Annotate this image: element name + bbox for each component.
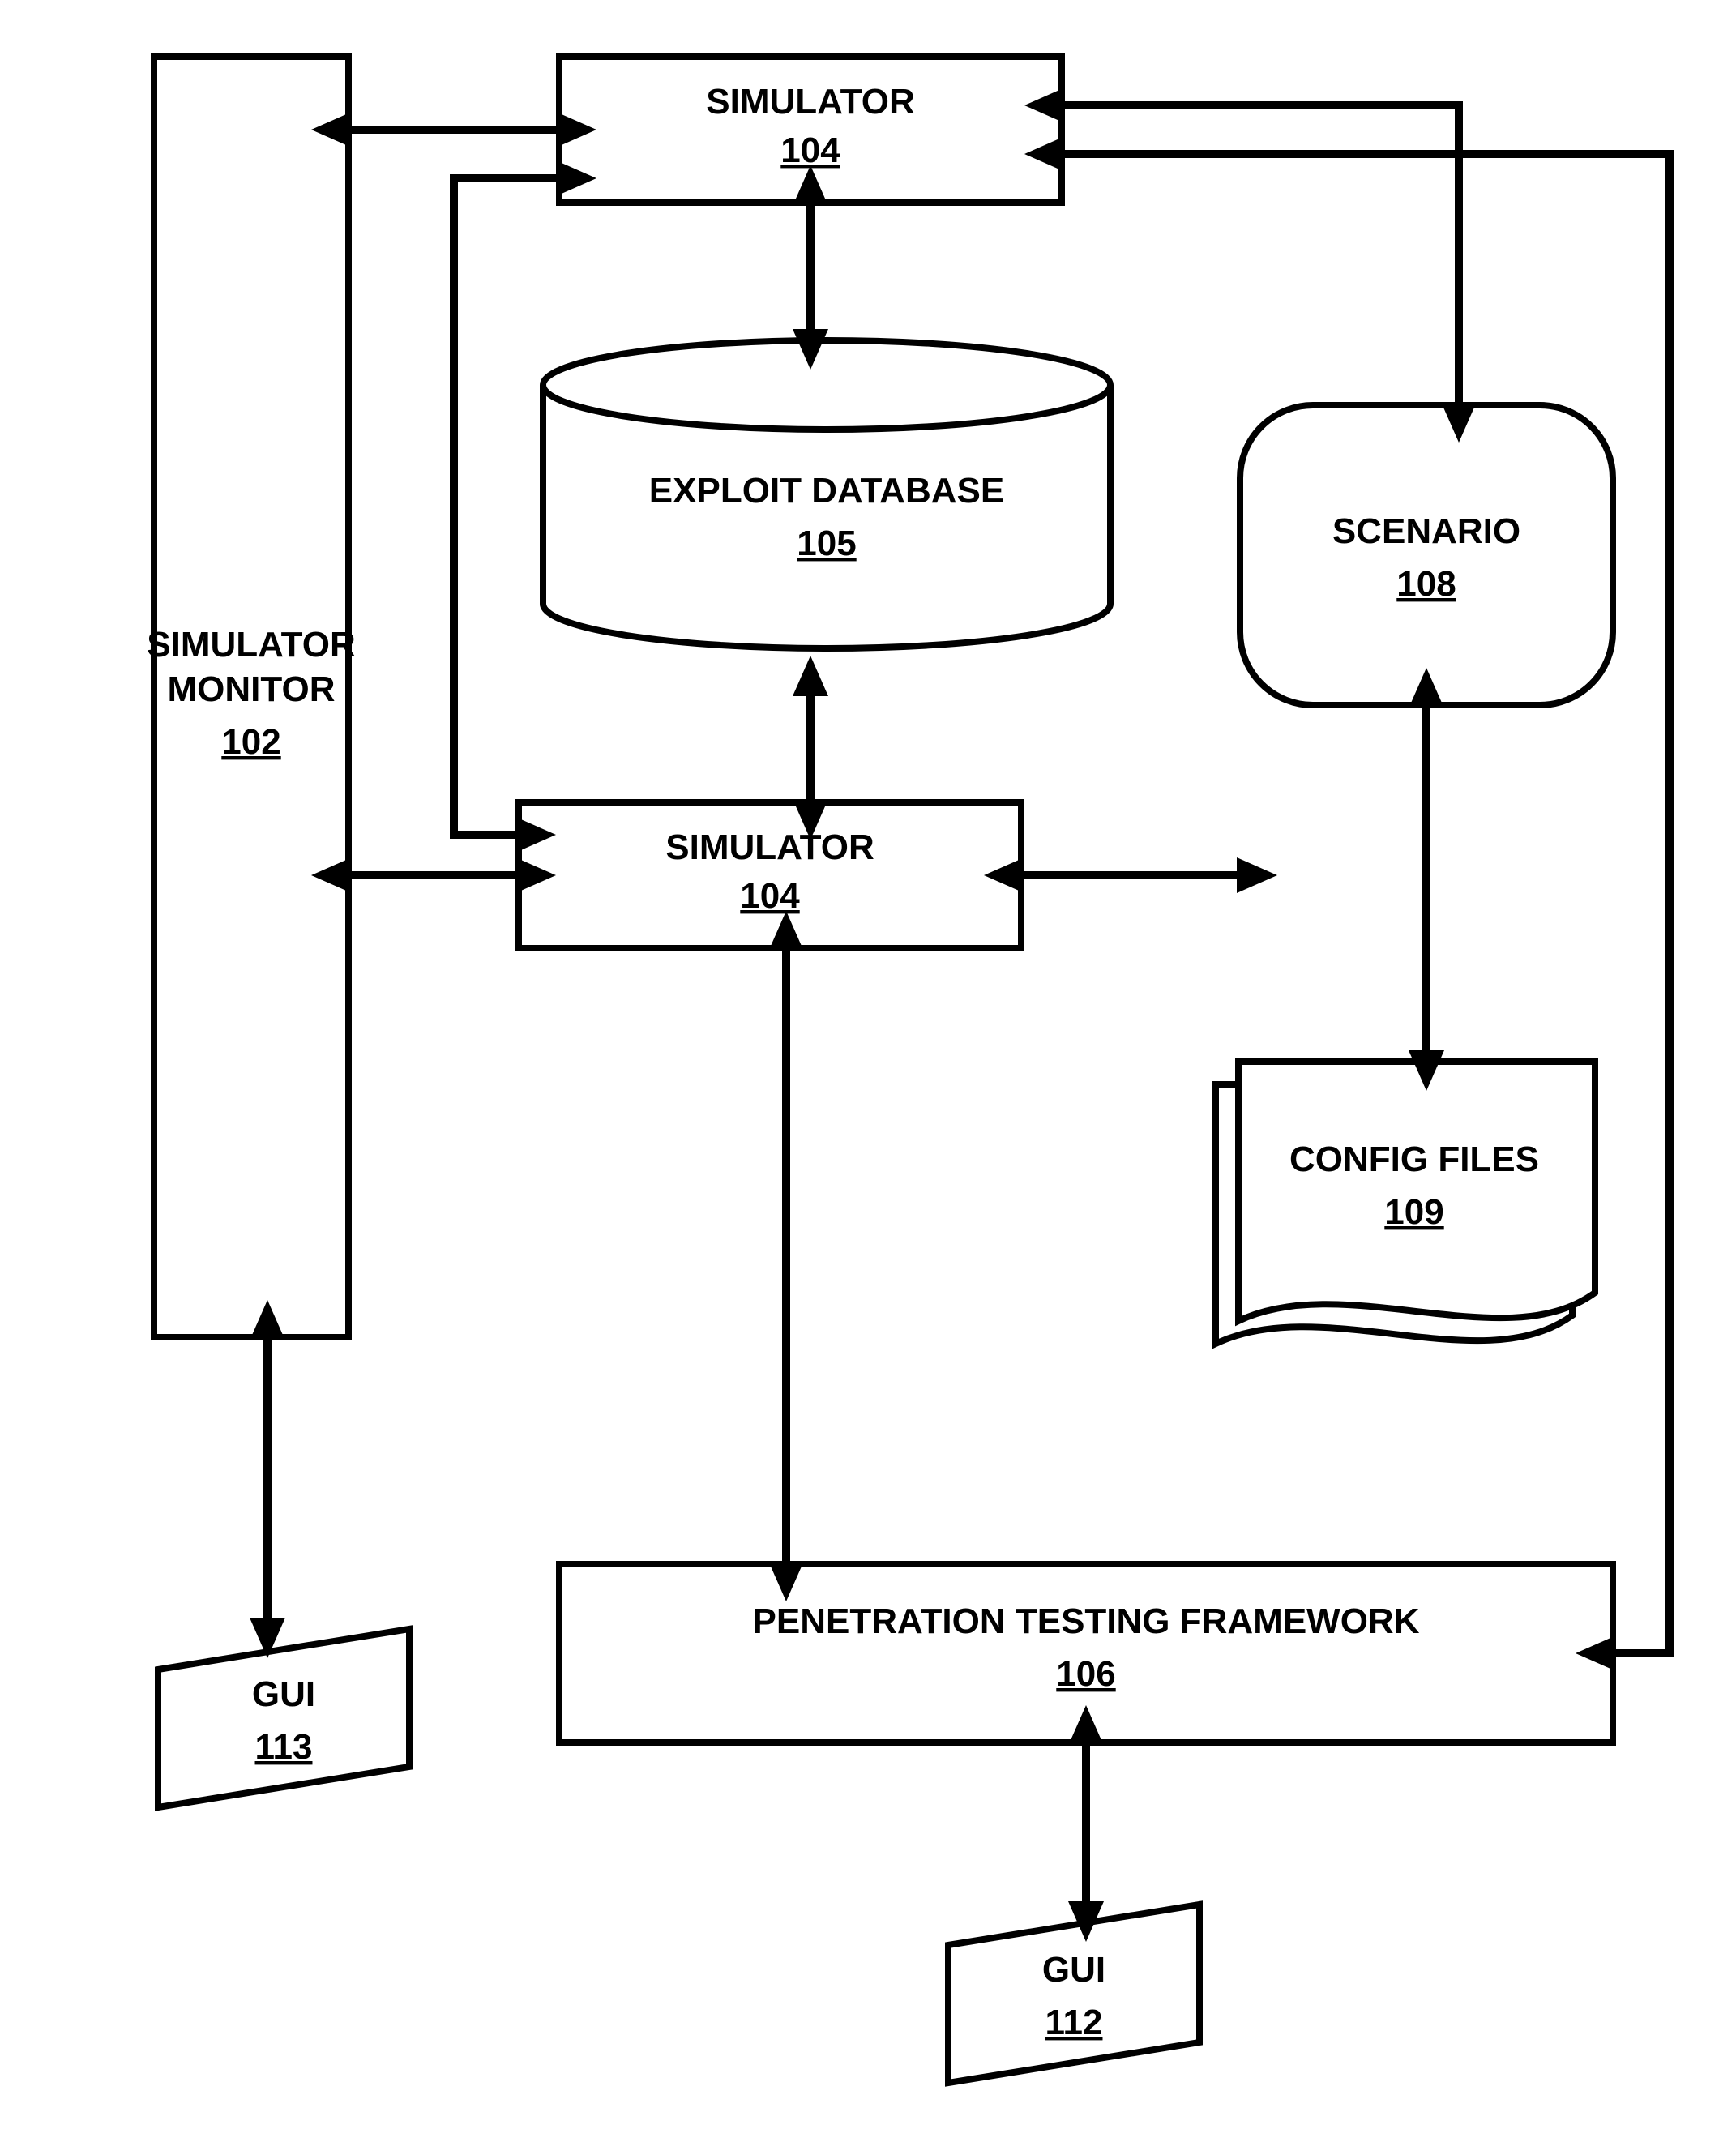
node-scenario: SCENARIO 108 xyxy=(1240,405,1613,705)
svg-text:CONFIG FILES: CONFIG FILES xyxy=(1289,1139,1539,1179)
svg-text:GUI: GUI xyxy=(1042,1950,1105,1990)
svg-text:GUI: GUI xyxy=(252,1674,315,1714)
node-database: EXPLOIT DATABASE 105 xyxy=(543,340,1110,648)
svg-text:104: 104 xyxy=(780,130,840,170)
node-sim_top: SIMULATOR 104 xyxy=(559,57,1062,203)
svg-text:SIMULATOR: SIMULATOR xyxy=(665,827,874,867)
svg-text:SCENARIO: SCENARIO xyxy=(1332,511,1520,551)
edge-elbow-simtop-pentest xyxy=(1062,154,1670,1653)
node-sim_monitor: SIMULATORMONITOR 102 xyxy=(147,57,355,1337)
svg-text:MONITOR: MONITOR xyxy=(168,669,336,709)
svg-text:109: 109 xyxy=(1384,1192,1443,1232)
svg-text:SIMULATOR: SIMULATOR xyxy=(706,82,914,122)
node-config: CONFIG FILES 109 xyxy=(1216,1062,1595,1344)
node-pentest: PENETRATION TESTING FRAMEWORK 106 xyxy=(559,1564,1613,1742)
svg-text:PENETRATION TESTING FRAMEWORK: PENETRATION TESTING FRAMEWORK xyxy=(753,1601,1420,1641)
node-sim_bottom: SIMULATOR 104 xyxy=(519,802,1021,948)
svg-text:105: 105 xyxy=(797,524,856,563)
svg-text:EXPLOIT DATABASE: EXPLOIT DATABASE xyxy=(649,471,1004,511)
svg-text:113: 113 xyxy=(255,1727,313,1767)
svg-text:SIMULATOR: SIMULATOR xyxy=(147,625,355,665)
node-gui_bottom: GUI 112 xyxy=(948,1905,1199,2083)
svg-text:106: 106 xyxy=(1056,1654,1115,1694)
node-gui_left: GUI 113 xyxy=(158,1629,409,1807)
svg-text:104: 104 xyxy=(740,876,800,916)
svg-text:108: 108 xyxy=(1396,564,1456,604)
svg-text:112: 112 xyxy=(1045,2003,1103,2042)
svg-text:102: 102 xyxy=(221,722,280,762)
